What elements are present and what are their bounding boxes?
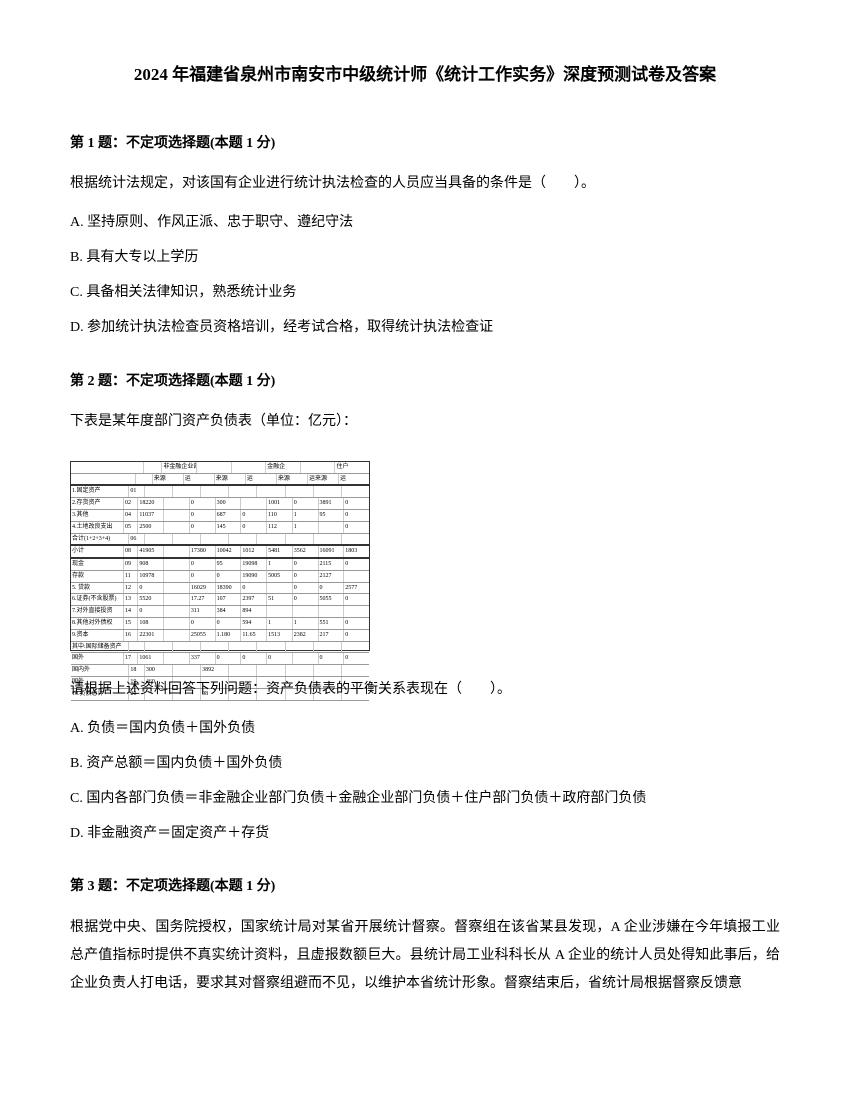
q2-option-d: D. 非金融资产＝固定资产＋存货 (70, 821, 780, 846)
q1-option-d: D. 参加统计执法检查员资格培训，经考试合格，取得统计执法检查证 (70, 315, 780, 340)
balance-sheet-table: 非金融企业部门(负债)金融企住户来源运来源运来源运来源运1.固定资产012.存货… (70, 461, 370, 651)
document-title: 2024 年福建省泉州市南安市中级统计师《统计工作实务》深度预测试卷及答案 (70, 60, 780, 91)
q1-option-c: C. 具备相关法律知识，熟悉统计业务 (70, 280, 780, 305)
q3-header: 第 3 题：不定项选择题(本题 1 分) (70, 874, 780, 899)
q1-option-a: A. 坚持原则、作风正派、忠于职守、遵纪守法 (70, 210, 780, 235)
q3-stem: 根据党中央、国务院授权，国家统计局对某省开展统计督察。督察组在该省某县发现，A … (70, 914, 780, 998)
q2-option-c: C. 国内各部门负债＝非金融企业部门负债＋金融企业部门负债＋住户部门负债＋政府部… (70, 786, 780, 811)
q2-option-a: A. 负债＝国内负债＋国外负债 (70, 716, 780, 741)
q2-stem2: 请根据上述资料回答下列问题：资产负债表的平衡关系表现在（ ）。 (70, 676, 780, 704)
q1-option-b: B. 具有大专以上学历 (70, 245, 780, 270)
q1-stem: 根据统计法规定，对该国有企业进行统计执法检查的人员应当具备的条件是（ ）。 (70, 170, 780, 198)
q1-header: 第 1 题：不定项选择题(本题 1 分) (70, 131, 780, 156)
q2-header: 第 2 题：不定项选择题(本题 1 分) (70, 369, 780, 394)
q2-stem1: 下表是某年度部门资产负债表（单位：亿元）： (70, 408, 780, 436)
q2-option-b: B. 资产总额＝国内负债＋国外负债 (70, 751, 780, 776)
